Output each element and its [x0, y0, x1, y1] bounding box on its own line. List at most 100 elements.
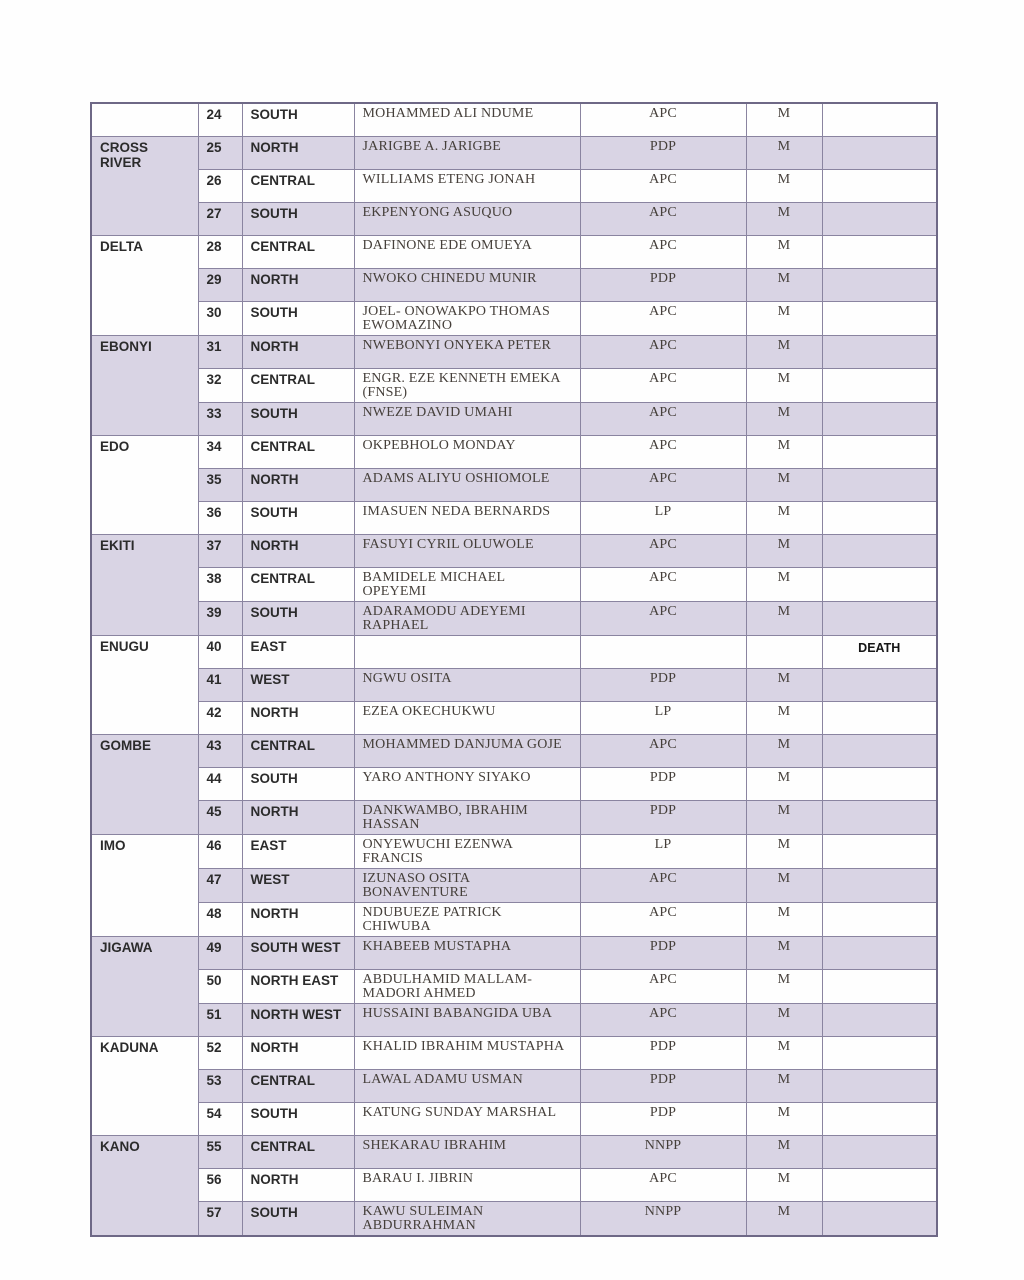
cell-district: CENTRAL — [241, 234, 355, 269]
cell-gender: M — [745, 566, 823, 602]
cell-district: CENTRAL — [241, 434, 355, 469]
cell-note — [821, 201, 938, 236]
table-row: 30 SOUTH JOEL- ONOWAKPO THOMAS EWOMAZINO… — [91, 300, 938, 336]
cell-gender: M — [745, 667, 823, 702]
table-row: KANO 55 CENTRAL SHEKARAU IBRAHIM NNPP M — [90, 1134, 938, 1236]
cell-serial-number: 27 — [197, 201, 243, 236]
cell-party: APC — [579, 1167, 747, 1202]
cell-state: EDO — [90, 434, 199, 535]
cell-serial-number: 47 — [197, 867, 243, 903]
cell-gender: M — [745, 833, 823, 869]
cell-serial-number: 43 — [197, 733, 243, 768]
cell-district: NORTH — [241, 467, 355, 502]
table-row: JIGAWA 49 SOUTH WEST KHABEEB MUSTAPHA PD… — [90, 935, 938, 1037]
cell-serial-number: 39 — [197, 600, 243, 636]
cell-senator-name: ONYEWUCHI EZENWA FRANCIS — [353, 833, 581, 869]
table-row: 35 NORTH ADAMS ALIYU OSHIOMOLE APC M — [91, 467, 938, 502]
table-row: 26 CENTRAL WILLIAMS ETENG JONAH APC M — [91, 168, 938, 203]
cell-gender: M — [745, 267, 823, 302]
cell-note — [821, 135, 938, 170]
cell-party: APC — [579, 901, 747, 937]
cell-note — [821, 1200, 938, 1236]
cell-state: ENUGU — [90, 634, 199, 735]
cell-serial-number: 53 — [197, 1068, 243, 1103]
cell-party: APC — [579, 733, 747, 768]
cell-note — [821, 600, 938, 636]
cell-note — [821, 901, 938, 937]
cell-senator-name: IZUNASO OSITA BONAVENTURE — [353, 867, 581, 903]
table-row: 50 NORTH EAST ABDULHAMID MALLAM-MADORI A… — [91, 968, 938, 1004]
cell-serial-number: 31 — [197, 334, 243, 369]
cell-party: APC — [579, 367, 747, 403]
cell-senator-name — [353, 634, 581, 669]
cell-note — [821, 968, 938, 1004]
cell-party: APC — [579, 867, 747, 903]
cell-party: APC — [579, 201, 747, 236]
cell-state: JIGAWA — [90, 935, 199, 1037]
cell-serial-number: 42 — [197, 700, 243, 735]
cell-serial-number: 26 — [197, 168, 243, 203]
senators-table: 24 SOUTH MOHAMMED ALI NDUME APC M CROSS … — [90, 102, 938, 1237]
cell-gender: M — [745, 401, 823, 436]
cell-party: APC — [579, 434, 747, 469]
cell-note — [821, 102, 938, 137]
cell-state: EKITI — [90, 533, 199, 636]
cell-serial-number: 41 — [197, 667, 243, 702]
cell-party: APC — [579, 401, 747, 436]
cell-senator-name: ABDULHAMID MALLAM-MADORI AHMED — [353, 968, 581, 1004]
cell-senator-name: JARIGBE A. JARIGBE — [353, 135, 581, 170]
cell-party: LP — [579, 833, 747, 869]
cell-party: PDP — [579, 766, 747, 801]
cell-party: PDP — [579, 135, 747, 170]
cell-district: NORTH WEST — [241, 1002, 355, 1037]
cell-district: CENTRAL — [241, 733, 355, 768]
cell-gender: M — [745, 733, 823, 768]
cell-gender: M — [745, 1068, 823, 1103]
cell-note — [821, 1002, 938, 1037]
table-row: IMO 46 EAST ONYEWUCHI EZENWA FRANCIS LP … — [90, 833, 938, 937]
table-row: 45 NORTH DANKWAMBO, IBRAHIM HASSAN PDP M — [91, 799, 938, 835]
cell-serial-number: 56 — [197, 1167, 243, 1202]
table-row: 48 NORTH NDUBUEZE PATRICK CHIWUBA APC M — [91, 901, 938, 937]
cell-gender: M — [745, 201, 823, 236]
cell-party: APC — [579, 234, 747, 269]
cell-serial-number: 25 — [197, 135, 243, 170]
cell-state: KADUNA — [90, 1035, 199, 1136]
cell-party: PDP — [579, 667, 747, 702]
cell-state: IMO — [90, 833, 199, 937]
cell-party: PDP — [579, 1101, 747, 1136]
cell-district: EAST — [241, 634, 355, 669]
cell-serial-number: 57 — [197, 1200, 243, 1236]
table-row: ENUGU 40 EAST DEATH — [90, 634, 938, 735]
cell-gender: M — [745, 234, 823, 269]
cell-senator-name: SHEKARAU IBRAHIM — [353, 1134, 581, 1169]
cell-note — [821, 733, 938, 768]
cell-party: APC — [579, 300, 747, 336]
table-row: EDO 34 CENTRAL OKPEBHOLO MONDAY APC M — [90, 434, 938, 535]
cell-district: SOUTH — [241, 766, 355, 801]
cell-district: CENTRAL — [241, 367, 355, 403]
cell-serial-number: 33 — [197, 401, 243, 436]
table-row: EKITI 37 NORTH FASUYI CYRIL OLUWOLE APC … — [90, 533, 938, 636]
cell-gender: M — [745, 1200, 823, 1236]
cell-party — [579, 634, 747, 669]
cell-district: CENTRAL — [241, 168, 355, 203]
cell-note — [821, 667, 938, 702]
cell-gender: M — [745, 1167, 823, 1202]
cell-senator-name: FASUYI CYRIL OLUWOLE — [353, 533, 581, 568]
cell-gender: M — [745, 867, 823, 903]
cell-senator-name: OKPEBHOLO MONDAY — [353, 434, 581, 469]
cell-gender: M — [745, 600, 823, 636]
cell-note — [821, 533, 938, 568]
cell-party: APC — [579, 1002, 747, 1037]
cell-party: LP — [579, 700, 747, 735]
cell-senator-name: YARO ANTHONY SIYAKO — [353, 766, 581, 801]
cell-gender: M — [745, 901, 823, 937]
cell-senator-name: WILLIAMS ETENG JONAH — [353, 168, 581, 203]
cell-serial-number: 55 — [197, 1134, 243, 1169]
cell-district: SOUTH WEST — [241, 935, 355, 970]
cell-party: PDP — [579, 267, 747, 302]
cell-senator-name: NGWU OSITA — [353, 667, 581, 702]
cell-gender: M — [745, 367, 823, 403]
cell-note — [821, 935, 938, 970]
